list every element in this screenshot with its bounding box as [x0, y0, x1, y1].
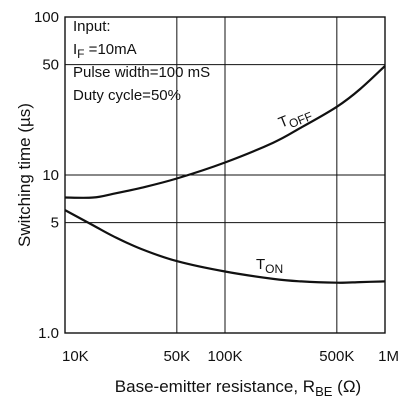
x-axis-label: Base-emitter resistance, RBE (Ω)	[115, 377, 361, 399]
x-tick-label-2: 100K	[207, 348, 242, 365]
x-axis-label-sub: BE	[315, 384, 333, 399]
condition-line-3: Pulse width=100 mS	[73, 64, 210, 81]
y-tick-label-0: 1.0	[38, 325, 59, 342]
condition-line-2: IF =10mA	[73, 41, 137, 61]
condition-line-1: Input:	[73, 18, 111, 35]
test-conditions: Input: IF =10mA Pulse width=100 mS Duty …	[73, 18, 210, 104]
series-line-off	[64, 65, 386, 199]
x-tick-label-0: 10K	[62, 348, 89, 365]
series-label-ton-main: T	[256, 256, 265, 273]
x-tick-label-1: 50K	[163, 348, 190, 365]
condition-if-rest: =10mA	[85, 41, 137, 58]
y-tick-label-4: 100	[34, 9, 59, 26]
series-label-ton-sub: ON	[265, 262, 283, 276]
x-axis-label-unit: (Ω)	[332, 377, 361, 396]
condition-line-4: Duty cycle=50%	[73, 87, 181, 104]
series-label-ton: TON	[256, 256, 283, 276]
condition-if-sub: F	[77, 47, 84, 61]
x-tick-labels: 10K 50K 100K 500K 1M	[62, 348, 399, 365]
plot-frame	[64, 16, 386, 334]
condition-if-main: I	[73, 41, 77, 58]
x-axis-label-main: Base-emitter resistance, R	[115, 377, 315, 396]
series-line-on	[64, 209, 386, 284]
y-tick-label-2: 10	[42, 167, 59, 184]
y-axis-label: Switching time (µs)	[15, 103, 34, 247]
y-tick-label-3: 50	[42, 57, 59, 74]
x-tick-label-3: 500K	[319, 348, 354, 365]
y-tick-labels: 1.0 5 10 50 100	[34, 9, 59, 342]
y-tick-label-1: 5	[51, 215, 59, 232]
x-tick-label-4: 1M	[378, 348, 399, 365]
curves	[64, 65, 386, 284]
